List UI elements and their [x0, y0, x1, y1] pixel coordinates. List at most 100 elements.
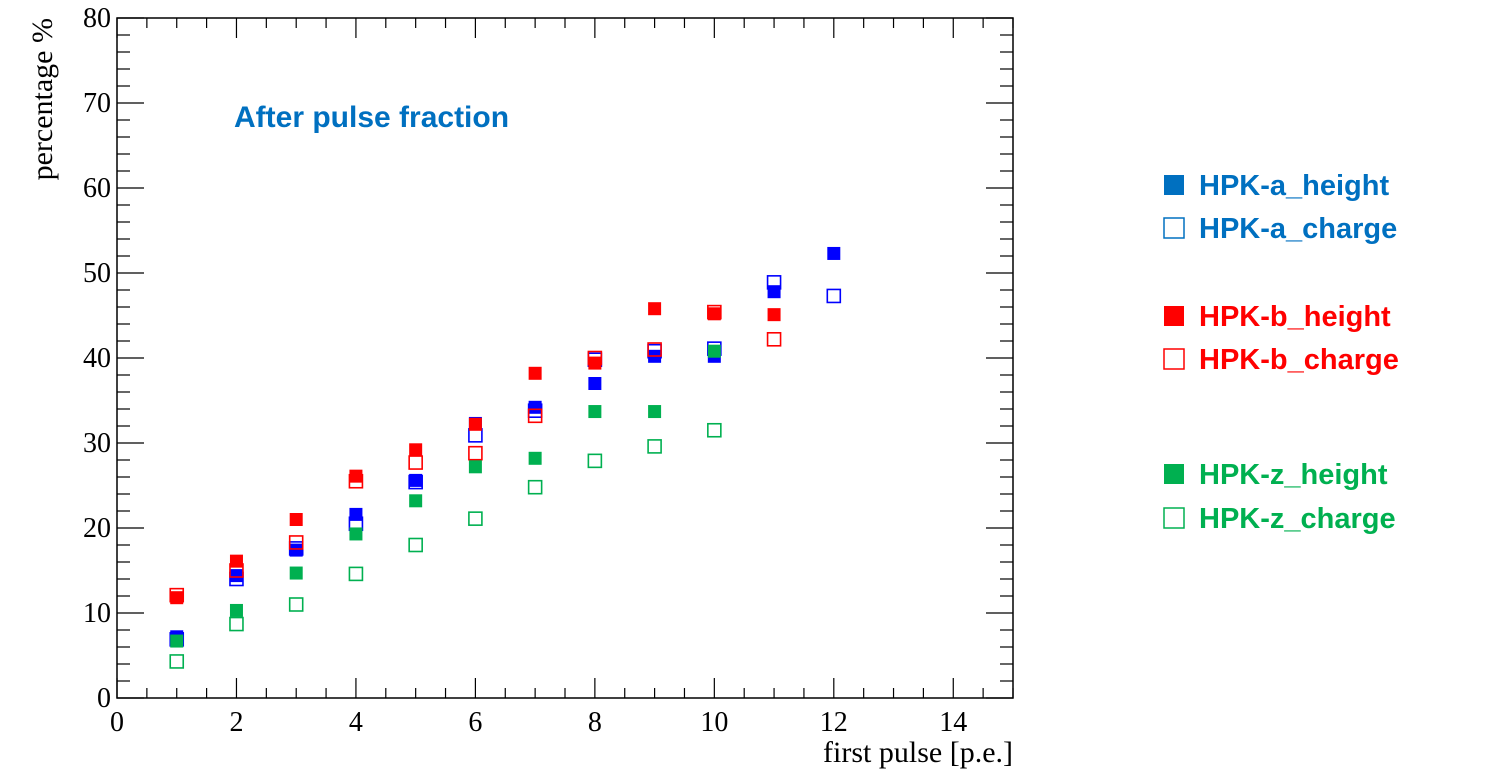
- filled-square-icon: [1164, 306, 1184, 326]
- x-tick-label: 14: [939, 707, 967, 738]
- data-point: [288, 535, 304, 550]
- data-point: [648, 302, 662, 316]
- data-point: [170, 634, 184, 648]
- data-point: [288, 597, 304, 612]
- data-point: [826, 288, 842, 304]
- data-point: [588, 405, 602, 419]
- legend-entry: HPK-b_charge: [1163, 344, 1399, 376]
- data-point: [348, 566, 364, 582]
- data-point: [647, 342, 662, 357]
- data-point: [468, 445, 483, 461]
- y-tick-label: 80: [83, 3, 111, 34]
- data-point: [348, 473, 364, 489]
- data-point: [409, 443, 423, 457]
- data-point: [289, 566, 303, 580]
- legend-label: HPK-z_height: [1199, 459, 1388, 491]
- data-point: [588, 377, 602, 390]
- x-tick-label: 10: [700, 707, 728, 738]
- data-point: [409, 494, 423, 508]
- y-tick-label: 70: [83, 88, 111, 119]
- data-point: [707, 344, 721, 358]
- data-point: [468, 460, 482, 474]
- x-tick-label: 12: [820, 707, 848, 738]
- series-HPK-z_height: [170, 344, 721, 648]
- legend-entry: HPK-a_height: [1164, 170, 1389, 202]
- data-point: [468, 428, 483, 443]
- series-HPK-b_charge: [169, 304, 782, 603]
- legend-label: HPK-a_height: [1199, 170, 1389, 202]
- data-point: [766, 331, 782, 347]
- data-point: [229, 554, 243, 568]
- chart-title: After pulse fraction: [234, 101, 509, 134]
- data-point: [707, 307, 721, 321]
- data-point: [587, 350, 603, 366]
- axis-ticks: [116, 17, 1014, 699]
- filled-square-icon: [1164, 464, 1184, 484]
- data-point: [528, 400, 542, 414]
- y-tick-label: 20: [83, 513, 111, 544]
- data-point: [588, 356, 602, 370]
- data-point: [766, 275, 782, 290]
- data-point: [767, 308, 781, 322]
- y-axis-label: percentage %: [26, 18, 59, 180]
- y-tick-label: 50: [83, 258, 111, 289]
- data-point: [408, 537, 423, 553]
- legend-entry: HPK-b_height: [1164, 301, 1391, 333]
- data-point: [349, 507, 363, 521]
- data-point: [527, 408, 543, 424]
- series-HPK-b_height: [170, 302, 781, 605]
- data-point: [468, 511, 483, 526]
- data-point: [229, 616, 244, 632]
- legend-label: HPK-z_charge: [1199, 503, 1396, 535]
- legend-entry: HPK-a_charge: [1163, 213, 1397, 245]
- series-HPK-a_charge: [169, 275, 842, 647]
- axis-tick-labels: 0 2 4 6 8 10 12 14 0 10 20 30 40 50 60 70 80: [83, 3, 967, 738]
- series-HPK-a_height: [170, 246, 841, 644]
- data-point: [409, 473, 423, 487]
- data-point: [827, 246, 841, 260]
- legend-entry: HPK-z_charge: [1163, 503, 1396, 535]
- legend-label: HPK-b_height: [1199, 301, 1391, 333]
- x-tick-label: 4: [349, 707, 363, 738]
- data-point: [289, 513, 303, 526]
- legend: HPK-a_height HPK-a_charge HPK-b_height HPK-…: [1163, 170, 1399, 535]
- data-point: [169, 654, 185, 669]
- open-square-icon: [1163, 217, 1185, 239]
- data-point: [528, 366, 542, 380]
- data-point: [408, 455, 423, 470]
- y-tick-label: 10: [83, 598, 111, 629]
- data-point: [229, 563, 244, 578]
- data-point: [767, 285, 781, 299]
- data-point: [468, 417, 482, 431]
- data-point: [349, 469, 363, 483]
- data-point: [169, 587, 185, 603]
- legend-label: HPK-b_charge: [1199, 344, 1399, 376]
- series-HPK-z_charge: [169, 422, 722, 669]
- x-tick-label: 6: [468, 707, 482, 738]
- x-tick-label: 0: [110, 707, 124, 738]
- y-tick-label: 40: [83, 343, 111, 374]
- data-point: [707, 422, 722, 438]
- data-point: [229, 603, 243, 617]
- y-tick-label: 60: [83, 173, 111, 204]
- data-point: [647, 439, 662, 454]
- data-point: [527, 479, 543, 495]
- legend-entry: HPK-z_height: [1164, 459, 1388, 491]
- data-point: [408, 474, 423, 490]
- x-tick-label: 8: [588, 707, 602, 738]
- data-point: [289, 543, 303, 557]
- open-square-icon: [1163, 348, 1185, 370]
- data-point: [229, 569, 243, 583]
- data-point: [707, 304, 722, 320]
- data-point: [349, 527, 363, 541]
- x-tick-label: 2: [229, 707, 243, 738]
- data-point: [648, 405, 662, 419]
- legend-label: HPK-a_charge: [1199, 213, 1397, 245]
- data-point: [528, 451, 542, 465]
- filled-square-icon: [1164, 175, 1184, 195]
- open-square-icon: [1163, 507, 1185, 529]
- x-axis-label: first pulse [p.e.]: [823, 736, 1013, 769]
- data-point: [229, 571, 244, 587]
- data-points: [169, 246, 842, 669]
